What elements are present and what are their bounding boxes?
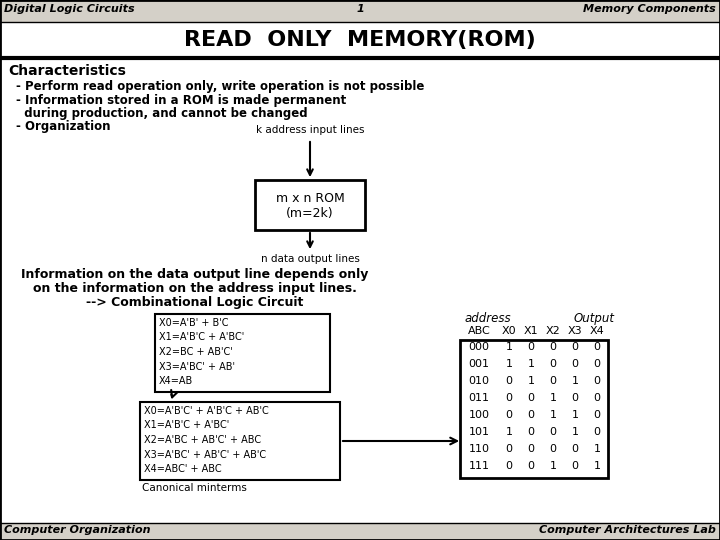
Text: 1: 1: [356, 4, 364, 14]
Text: ABC: ABC: [467, 326, 490, 336]
Text: 0: 0: [572, 444, 578, 454]
Text: 1: 1: [505, 427, 513, 437]
Bar: [0, 22, 720, 58]
Text: Computer Organization: Computer Organization: [4, 525, 150, 535]
Text: 1: 1: [593, 461, 600, 471]
Text: 001: 001: [469, 359, 490, 369]
Text: 000: 000: [469, 342, 490, 352]
Bar: [0, 0, 720, 22]
Text: Memory Components: Memory Components: [583, 4, 716, 14]
Text: - Information stored in a ROM is made permanent: - Information stored in a ROM is made pe…: [16, 94, 346, 107]
Text: 0: 0: [505, 444, 513, 454]
Text: X1: X1: [523, 326, 539, 336]
Text: 0: 0: [549, 342, 557, 352]
Text: 1: 1: [505, 342, 513, 352]
Text: X2: X2: [546, 326, 560, 336]
Text: 011: 011: [469, 393, 490, 403]
Text: 0: 0: [505, 461, 513, 471]
Text: 0: 0: [549, 359, 557, 369]
Text: 0: 0: [572, 359, 578, 369]
Text: 0: 0: [593, 376, 600, 386]
Text: X1=A'B'C + A'BC': X1=A'B'C + A'BC': [159, 333, 244, 342]
Text: 0: 0: [528, 342, 534, 352]
Text: X1=A'B'C + A'BC': X1=A'B'C + A'BC': [144, 421, 229, 430]
Text: k address input lines: k address input lines: [256, 125, 364, 135]
Text: 0: 0: [528, 427, 534, 437]
Text: 0: 0: [528, 444, 534, 454]
Text: 0: 0: [593, 342, 600, 352]
Text: 0: 0: [549, 376, 557, 386]
Text: during production, and cannot be changed: during production, and cannot be changed: [16, 107, 307, 120]
Text: READ  ONLY  MEMORY(ROM): READ ONLY MEMORY(ROM): [184, 30, 536, 50]
Text: 0: 0: [572, 342, 578, 352]
Text: 0: 0: [528, 410, 534, 420]
Bar: [155, 314, 330, 392]
Text: X4: X4: [590, 326, 604, 336]
Text: X4=AB: X4=AB: [159, 376, 193, 386]
Bar: [460, 340, 608, 478]
Text: 1: 1: [593, 444, 600, 454]
Text: X3=A'BC' + AB': X3=A'BC' + AB': [159, 361, 235, 372]
Text: X3: X3: [567, 326, 582, 336]
Text: address: address: [464, 312, 511, 325]
Text: 0: 0: [593, 427, 600, 437]
Text: Characteristics: Characteristics: [8, 64, 126, 78]
Text: Canonical minterms: Canonical minterms: [142, 483, 247, 493]
Text: on the information on the address input lines.: on the information on the address input …: [33, 282, 357, 295]
Text: X3=A'BC' + AB'C' + AB'C: X3=A'BC' + AB'C' + AB'C: [144, 449, 266, 460]
Text: 0: 0: [549, 444, 557, 454]
Text: 010: 010: [469, 376, 490, 386]
Text: 0: 0: [593, 359, 600, 369]
Text: 1: 1: [549, 410, 557, 420]
Text: 1: 1: [572, 427, 578, 437]
FancyArrowPatch shape: [343, 437, 457, 444]
Bar: [0, 523, 720, 540]
Text: Computer Architectures Lab: Computer Architectures Lab: [539, 525, 716, 535]
Text: X4=ABC' + ABC: X4=ABC' + ABC: [144, 464, 222, 474]
Text: Output: Output: [574, 312, 615, 325]
Text: 0: 0: [572, 393, 578, 403]
Text: 0: 0: [528, 461, 534, 471]
Text: - Perform read operation only, write operation is not possible: - Perform read operation only, write ope…: [16, 80, 424, 93]
Text: (m=2k): (m=2k): [286, 206, 334, 219]
Text: 1: 1: [549, 461, 557, 471]
Text: 1: 1: [549, 393, 557, 403]
Text: 0: 0: [505, 376, 513, 386]
Text: m x n ROM: m x n ROM: [276, 192, 344, 206]
Text: - Organization: - Organization: [16, 120, 110, 133]
Text: 0: 0: [505, 410, 513, 420]
Text: 1: 1: [528, 359, 534, 369]
Text: 111: 111: [469, 461, 490, 471]
FancyArrowPatch shape: [171, 390, 177, 397]
Text: X0=A'B'C' + A'B'C + AB'C: X0=A'B'C' + A'B'C + AB'C: [144, 406, 269, 416]
Text: --> Combinational Logic Circuit: --> Combinational Logic Circuit: [86, 296, 304, 309]
Text: 0: 0: [593, 393, 600, 403]
Text: X0=A'B' + B'C: X0=A'B' + B'C: [159, 318, 228, 328]
Text: X0: X0: [502, 326, 516, 336]
Text: 0: 0: [549, 427, 557, 437]
Text: 1: 1: [528, 376, 534, 386]
Text: n data output lines: n data output lines: [261, 254, 359, 264]
Text: Information on the data output line depends only: Information on the data output line depe…: [22, 268, 369, 281]
Text: X2=A'BC + AB'C' + ABC: X2=A'BC + AB'C' + ABC: [144, 435, 261, 445]
Text: 1: 1: [572, 376, 578, 386]
Text: 0: 0: [572, 461, 578, 471]
Bar: [0, 58, 720, 540]
Text: 1: 1: [505, 359, 513, 369]
Text: 100: 100: [469, 410, 490, 420]
Text: Digital Logic Circuits: Digital Logic Circuits: [4, 4, 135, 14]
Text: 0: 0: [593, 410, 600, 420]
Text: 110: 110: [469, 444, 490, 454]
Text: 101: 101: [469, 427, 490, 437]
Bar: [255, 180, 365, 230]
Bar: [140, 402, 340, 480]
Text: 0: 0: [528, 393, 534, 403]
Text: X2=BC + AB'C': X2=BC + AB'C': [159, 347, 233, 357]
Text: 1: 1: [572, 410, 578, 420]
Text: 0: 0: [505, 393, 513, 403]
